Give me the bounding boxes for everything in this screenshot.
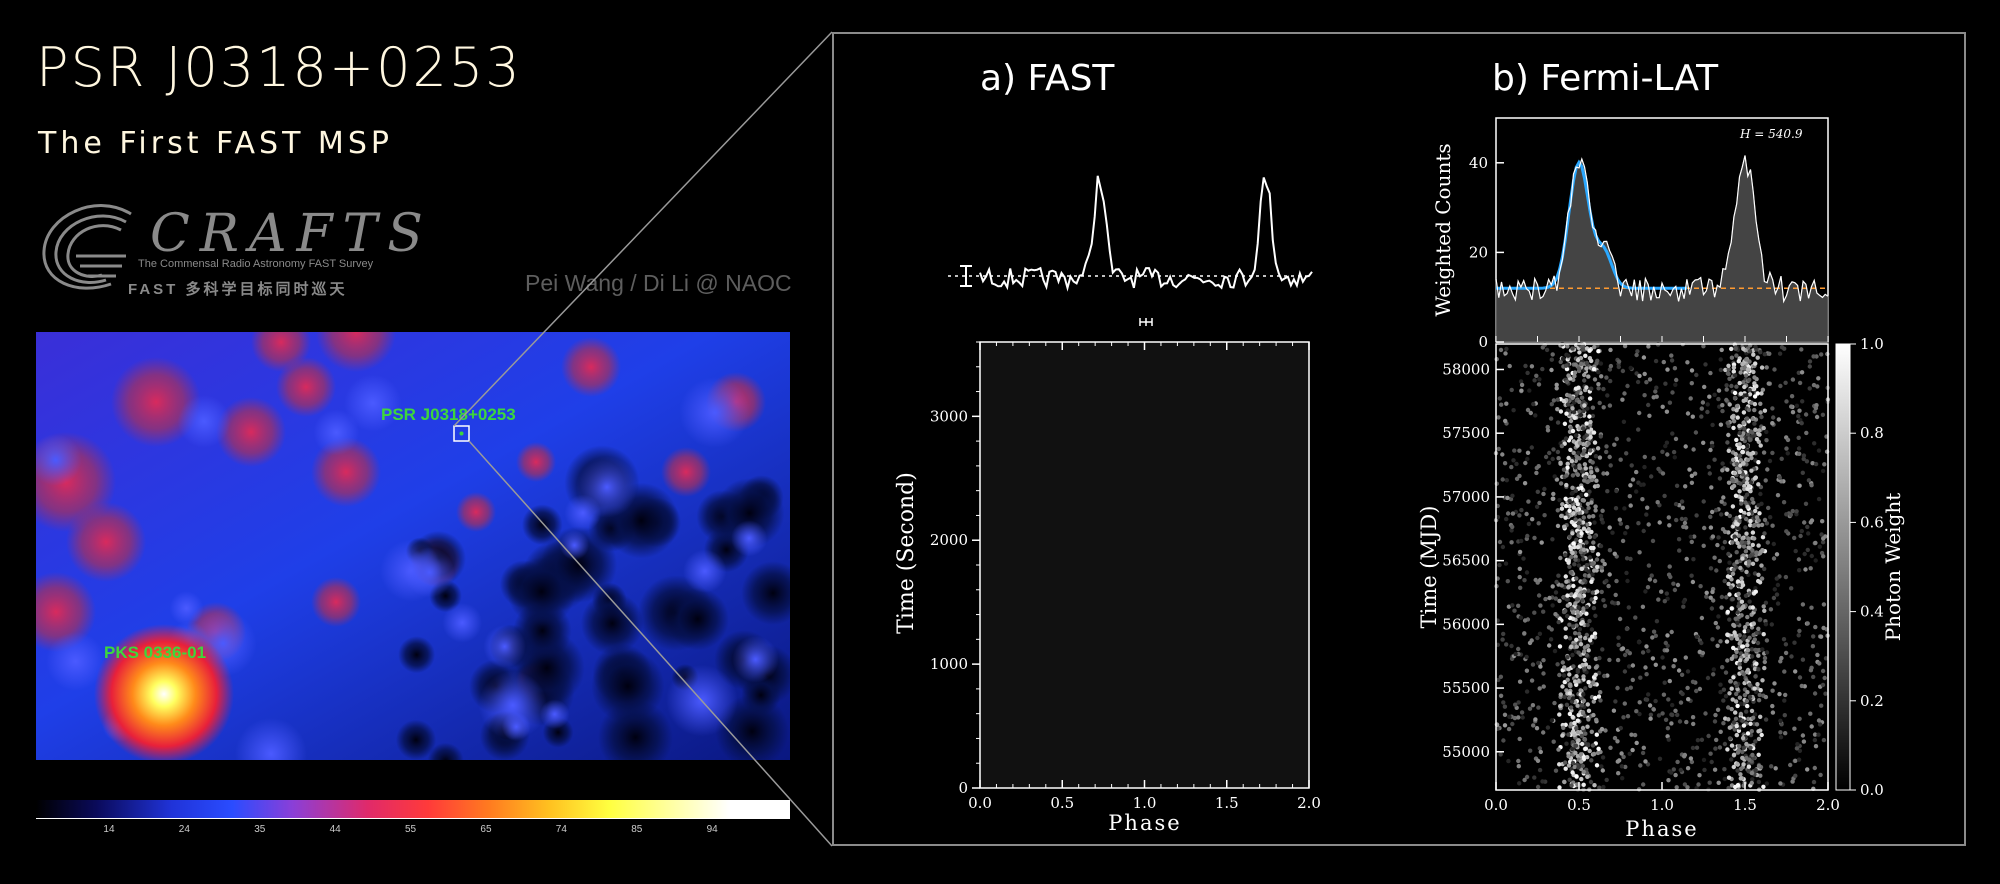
sky-map-blue-region <box>559 530 590 560</box>
pulsar-marker-box <box>453 425 470 442</box>
sky-map-faint-region <box>427 742 464 760</box>
sky-map-bright-region <box>316 332 396 372</box>
colorbar-tick-label: 24 <box>178 824 190 835</box>
colorbar-tick-label: 35 <box>254 824 266 835</box>
sky-map-blue-region <box>483 625 526 668</box>
sky-map-blue-region <box>313 409 360 456</box>
fast-profile-series <box>979 175 1313 292</box>
colorbar-tick-label: 65 <box>480 824 492 835</box>
colorbar-tick-label: 74 <box>555 824 567 835</box>
sky-map-blue-region <box>169 591 204 626</box>
fast-pulse-profile <box>948 175 1313 326</box>
panel-b-title: b) Fermi-LAT <box>1492 58 1719 99</box>
sky-map-bright-region <box>516 442 556 482</box>
panel-a-title: a) FAST <box>980 58 1115 99</box>
sky-map-faint-region <box>666 587 729 651</box>
sky-map-faint-region <box>395 719 437 760</box>
sky-map-faint-region <box>741 675 781 715</box>
colorbar-tick-label: 94 <box>706 824 718 835</box>
sky-map-blue-region <box>478 671 548 740</box>
sky-map-bright-region <box>311 577 361 627</box>
sky-map-faint-region <box>580 592 644 655</box>
colorbar-tick-label: 85 <box>631 824 643 835</box>
sky-map-bright-region <box>276 357 336 417</box>
sky-map-bright-region <box>661 447 711 497</box>
sky-map-bright-region <box>36 572 96 652</box>
sky-map-blue-region <box>235 717 307 760</box>
crafts-logo-text: CRAFTS <box>150 204 433 264</box>
crafts-logo-chinese: FAST 多科学目标同时巡天 <box>128 281 348 298</box>
sky-map-blue-region <box>539 699 570 730</box>
sky-map-blue-region <box>576 456 638 518</box>
sky-map-bright-region <box>561 337 621 397</box>
sky-map-blue-region <box>679 377 750 448</box>
crafts-logo-english: The Commensal Radio Astronomy FAST Surve… <box>138 258 374 270</box>
sky-map-blue-region <box>46 631 105 691</box>
page-title: PSR J0318+0253 <box>36 36 522 99</box>
sky-map-colorbar <box>36 800 790 818</box>
sky-map-faint-region <box>507 557 576 626</box>
crafts-logo-icon <box>42 204 132 290</box>
sky-map-bright-region <box>216 397 286 467</box>
colorbar-tick-label: 55 <box>405 824 417 835</box>
sky-map-blue-region <box>344 374 402 432</box>
sky-map-faint-region <box>714 478 785 549</box>
colorbar-tick-labels: 14 24 35 44 55 65 74 85 94 <box>36 820 790 840</box>
page-subtitle: The First FAST MSP <box>38 126 393 161</box>
zoom-panel-frame <box>832 32 1966 846</box>
sky-map-bright-region <box>311 437 381 507</box>
sky-map-faint-region <box>591 649 665 723</box>
sky-map-blue-region <box>732 636 779 683</box>
sky-map-faint-region <box>741 561 790 625</box>
sky-map-blue-region <box>36 433 82 486</box>
sky-map-faint-region <box>398 636 436 674</box>
sky-map-blue-region <box>442 602 483 643</box>
psr-source-label: PSR J0318+0253 <box>381 405 516 424</box>
colorbar-tick-label: 14 <box>103 824 115 835</box>
colorbar-tick-label: 44 <box>329 824 341 835</box>
sky-map-blue-region <box>683 549 727 593</box>
credit-text: Pei Wang / Di Li @ NAOC <box>525 270 792 296</box>
sky-map-bright-region <box>456 492 496 532</box>
sky-map-bright-region <box>66 502 146 582</box>
sky-map-blue-region <box>730 520 768 557</box>
sky-map-blue-region <box>404 547 455 598</box>
profile-error-bar <box>960 265 972 287</box>
pks-source-label: PKS 0336-01 <box>104 643 206 662</box>
sky-map-blue-region <box>177 395 231 448</box>
